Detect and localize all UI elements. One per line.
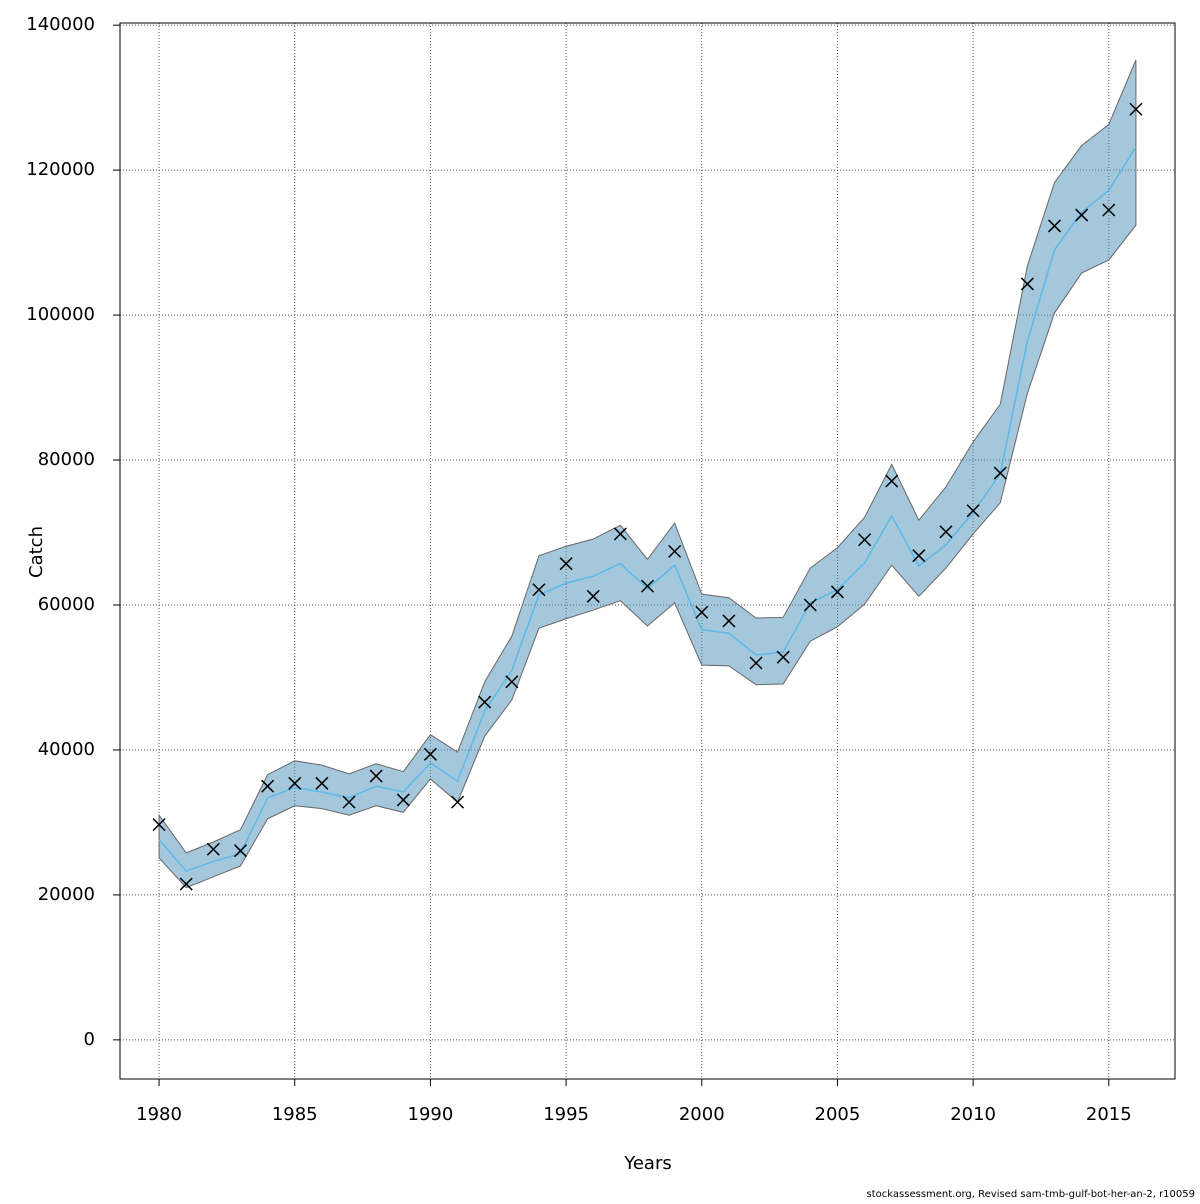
observed-point <box>532 583 546 597</box>
observed-point <box>315 776 329 790</box>
observed-point <box>369 769 383 783</box>
estimate-line <box>158 146 1137 872</box>
observed-point <box>640 579 655 593</box>
x-tick-label: 1985 <box>272 1104 318 1125</box>
observed-point <box>830 585 844 599</box>
y-tick-label: 100000 <box>26 304 95 325</box>
plot-frame <box>119 22 1176 1080</box>
observed-point <box>206 842 220 856</box>
x-tick-label: 2000 <box>679 1104 725 1125</box>
x-axis-label: Years <box>623 1153 672 1174</box>
observed-point <box>1075 208 1089 222</box>
observed-point <box>423 747 437 761</box>
observed-point <box>288 776 302 790</box>
observed-point <box>1129 102 1143 116</box>
observed-point <box>722 614 736 628</box>
observed-point <box>261 779 275 793</box>
confidence-band <box>158 59 1137 889</box>
observed-point <box>233 844 248 858</box>
y-tick-label: 20000 <box>38 884 95 905</box>
observed-point <box>776 650 790 664</box>
observed-point <box>668 544 682 558</box>
x-tick-label: 2010 <box>950 1104 996 1125</box>
observed-point <box>342 795 356 809</box>
observed-point <box>1020 277 1034 291</box>
observed-point <box>586 589 600 603</box>
observed-point <box>858 533 872 547</box>
observed-point <box>559 557 573 571</box>
observed-point <box>912 549 926 563</box>
y-tick-label: 120000 <box>26 159 95 180</box>
observed-point <box>695 605 709 619</box>
observed-point <box>1102 203 1116 217</box>
observed-point <box>939 525 953 539</box>
y-tick-label: 60000 <box>38 594 95 615</box>
y-tick-label: 80000 <box>38 449 95 470</box>
observed-point <box>613 527 627 541</box>
x-tick-label: 2015 <box>1086 1104 1132 1125</box>
observed-point <box>152 818 166 832</box>
observed-point <box>749 656 763 670</box>
y-tick-label: 40000 <box>38 739 95 760</box>
y-tick-label: 0 <box>84 1029 95 1050</box>
observed-point <box>179 877 193 891</box>
observed-point <box>993 466 1007 480</box>
y-tick-label: 140000 <box>26 14 95 35</box>
observed-point <box>478 695 492 709</box>
observed-point <box>803 598 817 612</box>
footer: stockassessment.org, Revised sam-tmb-gul… <box>867 1189 1195 1200</box>
y-axis-label: Catch <box>26 526 47 578</box>
x-tick-label: 2005 <box>815 1104 861 1125</box>
observed-point <box>885 474 899 488</box>
observed-point <box>396 793 410 807</box>
observed-point <box>451 795 465 809</box>
observed-point <box>505 675 519 689</box>
observed-point <box>966 504 980 518</box>
observed-point <box>1047 219 1062 233</box>
x-tick-label: 1995 <box>543 1104 589 1125</box>
x-tick-label: 1980 <box>136 1104 182 1125</box>
x-tick-label: 1990 <box>408 1104 454 1125</box>
